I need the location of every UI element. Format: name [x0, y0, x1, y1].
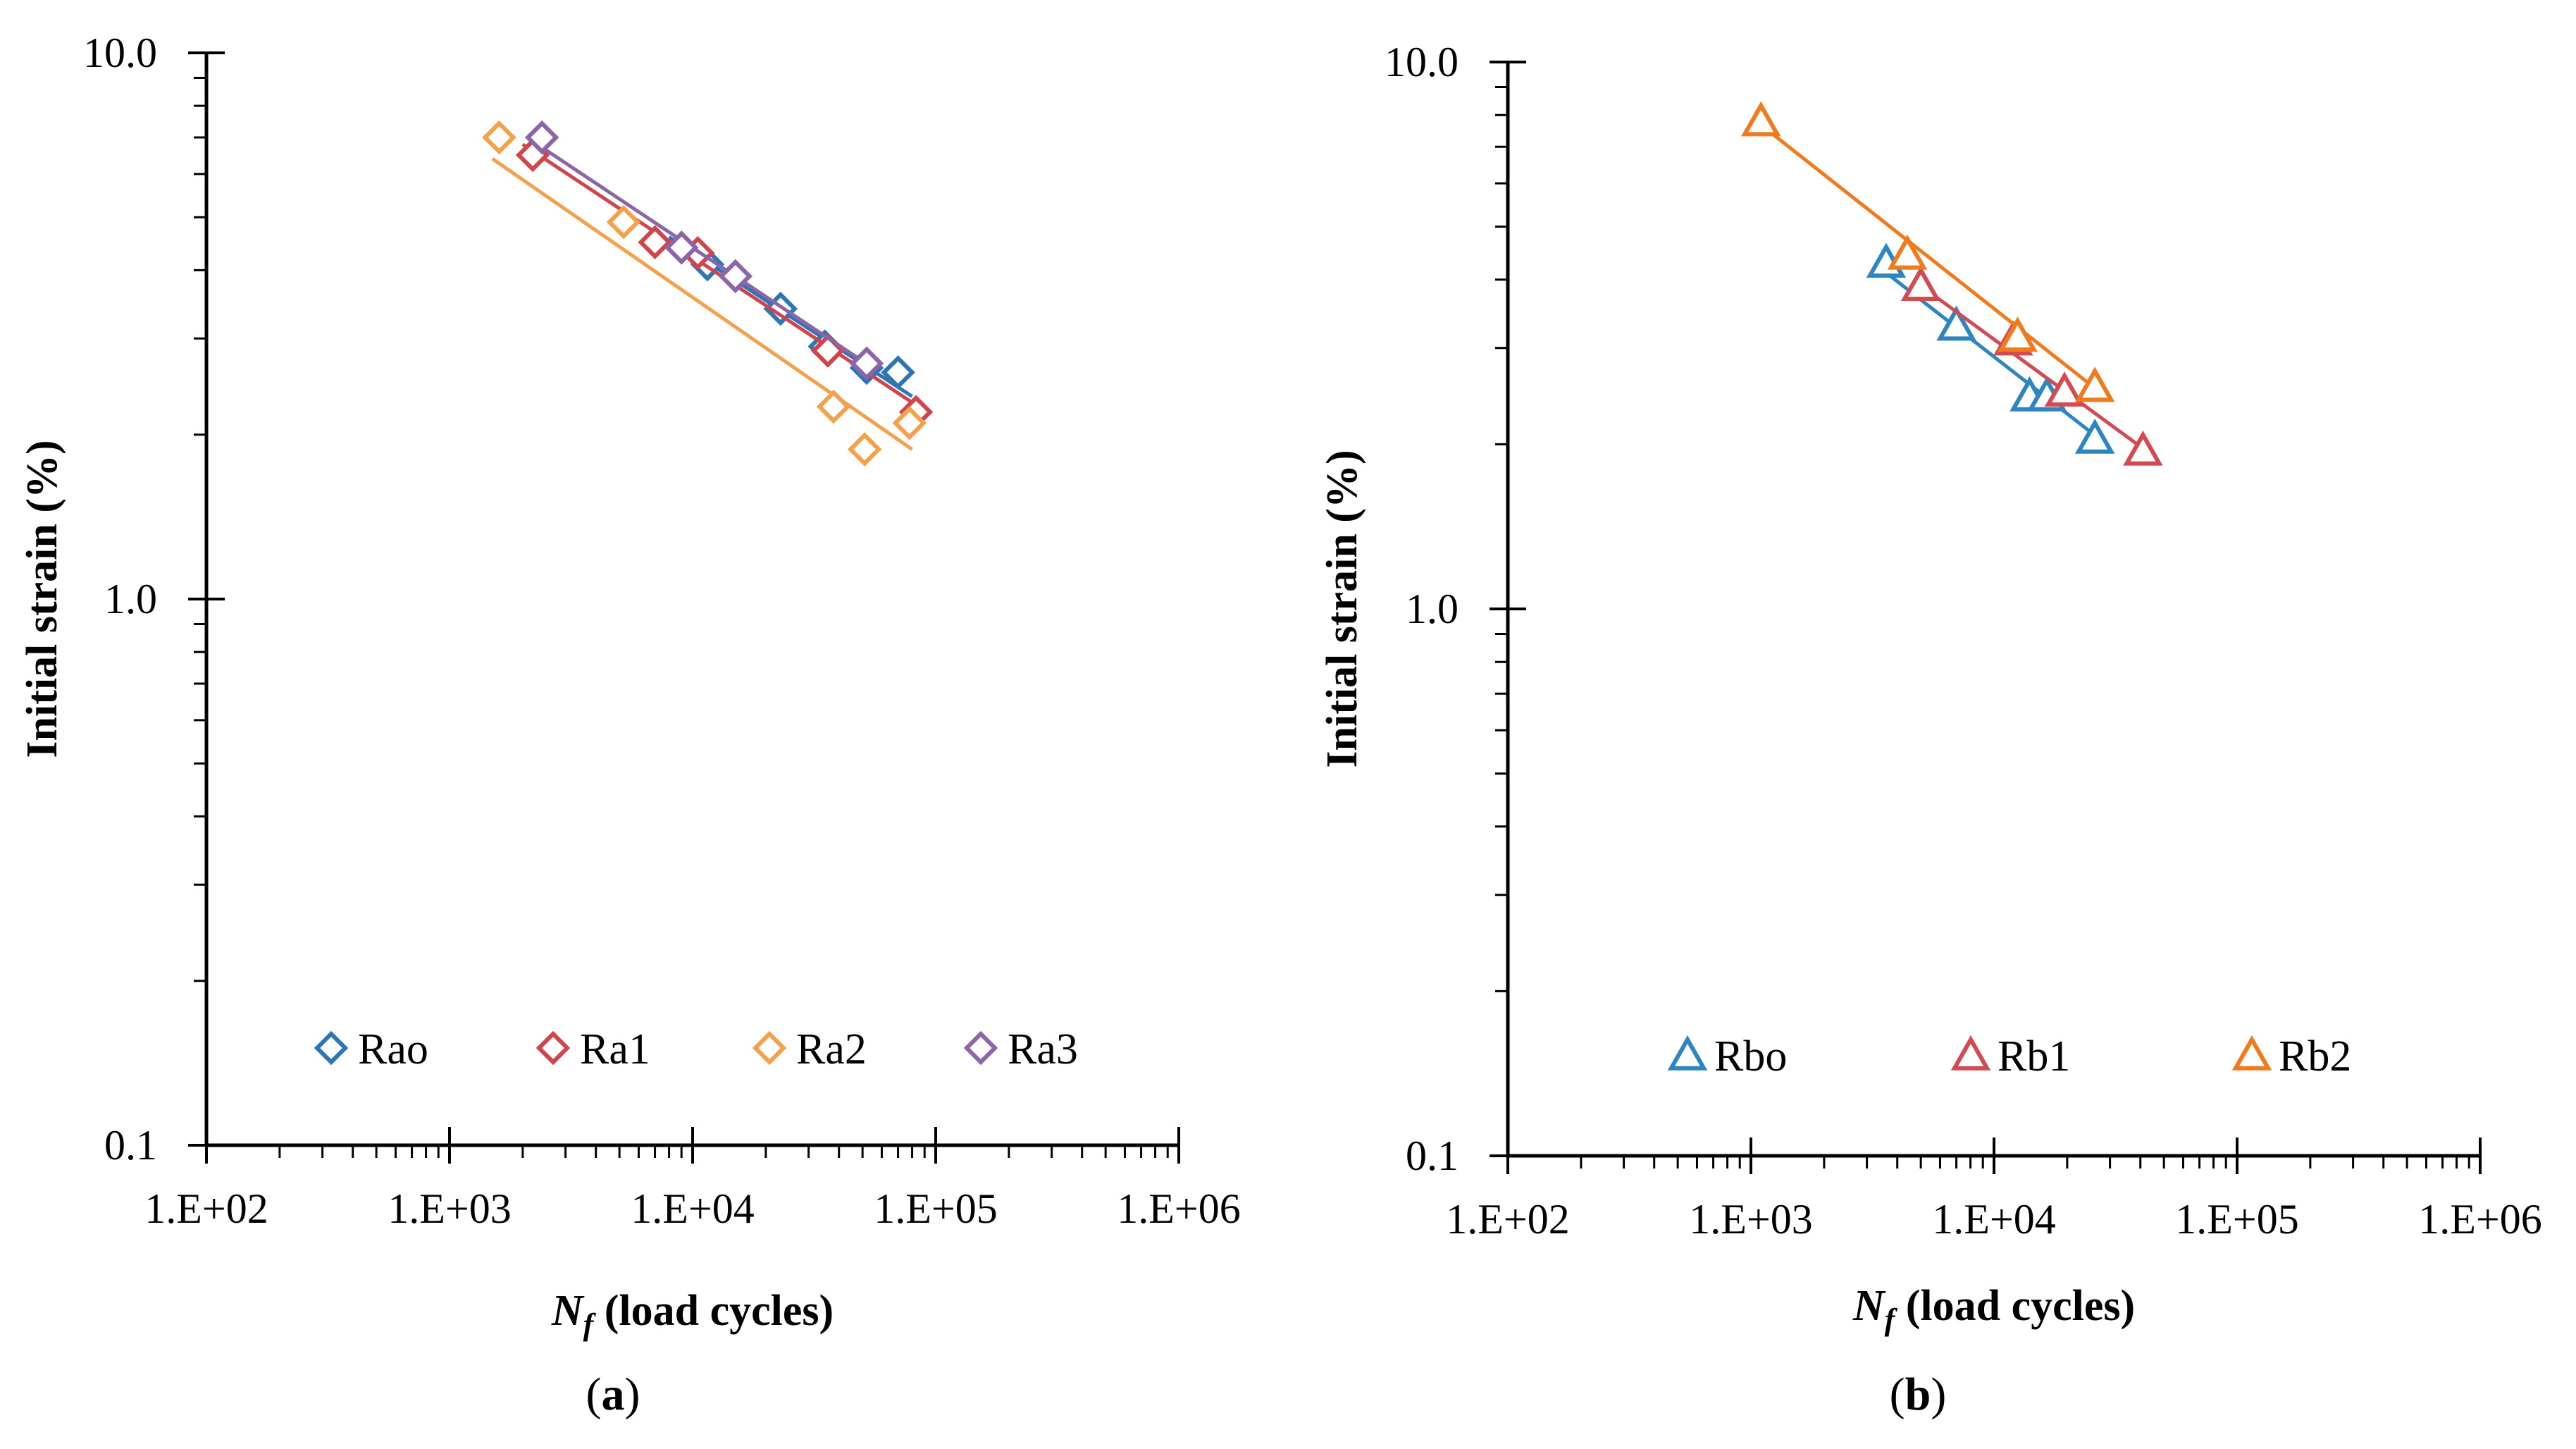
chart-b: 1.E+02 1.E+03 1.E+04 1.E+05 1.E+06 0.1 1.0 10.0…	[1318, 39, 2542, 1337]
y-tick-label: 0.1	[104, 1122, 157, 1169]
x-axis-title-text: (load cycles)	[1895, 1282, 2135, 1330]
legend-label-rb1: Rb1	[1998, 1032, 2070, 1080]
x-tick-label: 1.E+03	[1689, 1196, 1813, 1243]
data-point-rb2	[1998, 316, 2038, 352]
x-axis-title-var: N	[1852, 1282, 1886, 1330]
x-tick-label: 1.E+02	[144, 1185, 268, 1232]
legend-label-rao: Rao	[358, 1025, 428, 1073]
data-point-rb2	[1741, 101, 1781, 137]
data-point-rb1	[1900, 266, 1941, 302]
legend-marker-ra1	[535, 1030, 571, 1066]
legend-label-ra2: Ra2	[796, 1025, 867, 1073]
series-ra3	[524, 120, 884, 381]
series-ra2	[482, 120, 927, 467]
data-point-rbo	[2074, 419, 2115, 454]
data-point-ra3	[524, 120, 559, 155]
x-tick-label: 1.E+04	[631, 1185, 755, 1232]
y-tick-label: 10.0	[1385, 39, 1459, 85]
x-tick-label: 1.E+06	[2418, 1196, 2542, 1243]
x-tick-label: 1.E+05	[874, 1185, 998, 1232]
data-point-ra2	[816, 389, 851, 424]
y-tick-label: 0.1	[1406, 1133, 1459, 1179]
panel-label-b: (b)	[1890, 1369, 1947, 1420]
data-point-rb1	[2044, 371, 2085, 407]
data-point-ra3	[664, 230, 699, 265]
series-rb2	[1741, 101, 2115, 402]
data-point-rb1	[2123, 430, 2163, 466]
data-point-ra1	[638, 225, 672, 260]
x-tick-label: 1.E+05	[2175, 1196, 2299, 1243]
x-tick-label: 1.E+04	[1932, 1196, 2056, 1243]
series-rb1	[1900, 266, 2163, 466]
y-tick-label: 10.0	[83, 30, 157, 76]
legend-marker-rbo	[1667, 1035, 1708, 1071]
legend-label-ra1: Ra1	[580, 1025, 650, 1073]
data-point-ra3	[718, 259, 753, 294]
y-tick-label: 1.0	[1406, 586, 1459, 632]
legend-marker-ra3	[963, 1030, 998, 1066]
data-point-rb2	[1887, 234, 1928, 270]
x-axis-title: Nf (load cycles)	[551, 1287, 834, 1342]
legend-marker-ra2	[752, 1030, 787, 1066]
trendline-ra3	[536, 142, 870, 367]
legend-marker-rao	[314, 1030, 349, 1066]
legend-label-rbo: Rbo	[1714, 1032, 1787, 1080]
x-tick-label: 1.E+03	[388, 1185, 512, 1232]
x-axis-title-subscript: f	[1885, 1302, 1898, 1337]
legend-label-rb2: Rb2	[2279, 1032, 2351, 1080]
y-axis-title: Initial strain (%)	[1318, 450, 1366, 767]
data-point-ra2	[847, 432, 882, 467]
data-point-rbo	[1936, 305, 1976, 341]
x-axis-title-var: N	[551, 1287, 585, 1335]
data-point-ra3	[849, 346, 884, 381]
trendline-rb1	[1915, 281, 2147, 452]
x-axis-title-subscript: f	[583, 1307, 597, 1342]
legend-marker-rb1	[1950, 1035, 1991, 1071]
legend-label-ra3: Ra3	[1008, 1025, 1078, 1073]
series-ra1	[515, 137, 934, 429]
trendline-rb2	[1754, 119, 2100, 393]
data-point-ra2	[606, 204, 641, 240]
series-rbo	[1866, 242, 2115, 454]
data-point-rao	[881, 355, 915, 390]
data-point-rb2	[2074, 366, 2115, 402]
y-axis-title: Initial strain (%)	[18, 440, 66, 758]
chart-a: 1.E+02 1.E+03 1.E+04 1.E+05 1.E+06 0.1 1.0 10.0…	[18, 30, 1241, 1342]
legend-marker-rb2	[2231, 1035, 2272, 1071]
y-tick-label: 1.0	[104, 576, 157, 622]
x-axis-title-text: (load cycles)	[593, 1287, 834, 1335]
x-axis-title: Nf (load cycles)	[1852, 1282, 2135, 1337]
x-tick-label: 1.E+02	[1446, 1196, 1570, 1243]
x-tick-label: 1.E+06	[1117, 1185, 1241, 1232]
data-point-ra2	[482, 120, 516, 155]
data-point-ra2	[892, 406, 927, 440]
panel-label-a: (a)	[586, 1369, 640, 1420]
